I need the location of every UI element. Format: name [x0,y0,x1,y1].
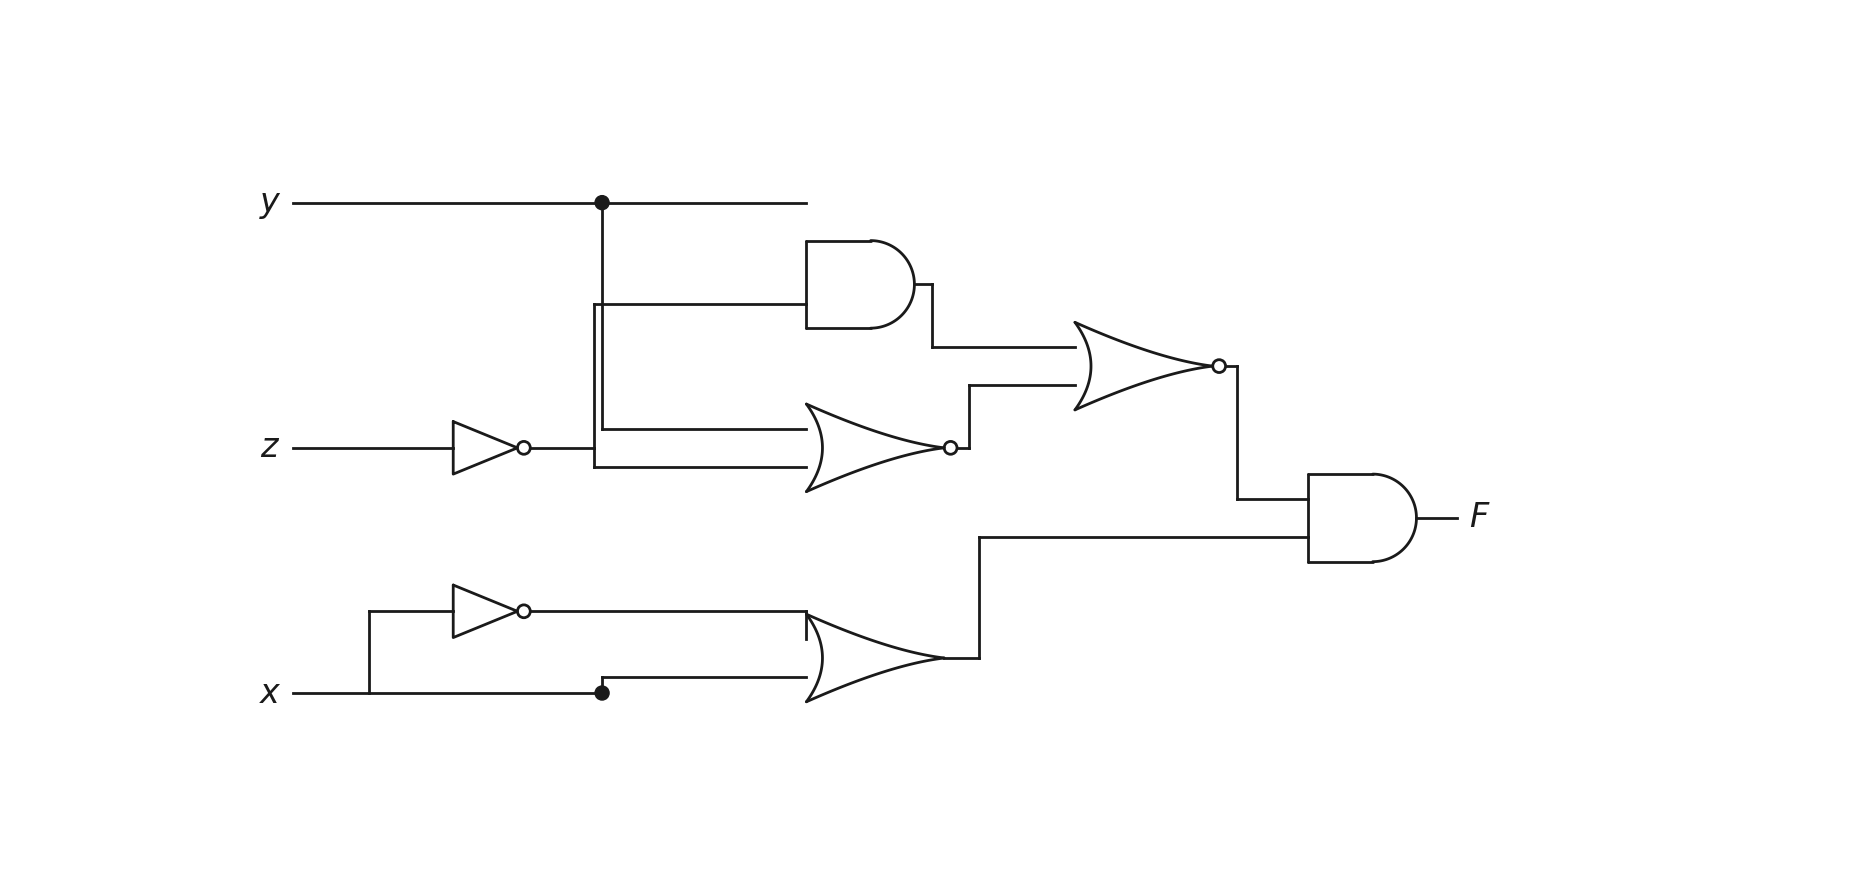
Circle shape [594,686,609,700]
Circle shape [594,195,609,210]
Text: z: z [260,431,279,464]
Text: y: y [260,187,279,219]
Text: x: x [260,676,279,710]
Text: F: F [1469,501,1487,535]
